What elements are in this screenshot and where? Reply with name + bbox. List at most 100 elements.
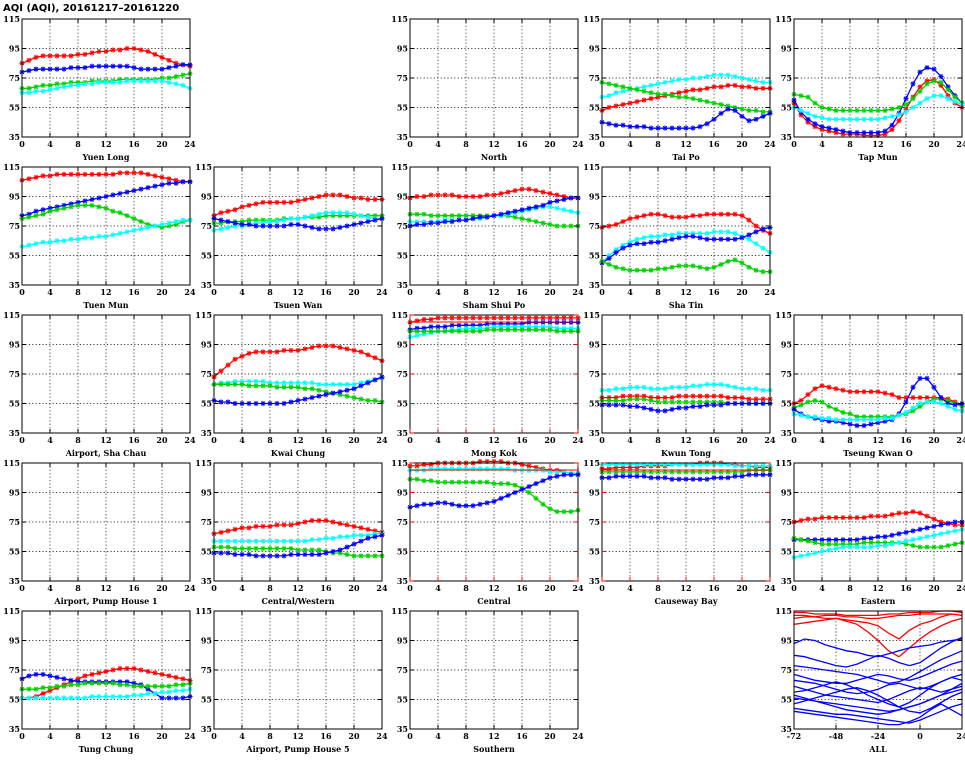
data-point-blue — [655, 475, 661, 481]
data-point-cyan — [337, 210, 343, 216]
data-point-green — [540, 220, 546, 226]
data-point-red — [620, 101, 626, 108]
y-tick-label: 55 — [201, 399, 212, 409]
x-tick-label: 16 — [320, 583, 332, 593]
data-point-blue — [47, 205, 53, 211]
data-point-green — [239, 545, 245, 552]
data-point-blue — [613, 473, 619, 479]
x-tick-label: 8 — [655, 139, 661, 149]
data-point-green — [620, 469, 626, 475]
data-point-red — [26, 57, 32, 63]
data-point-blue — [40, 671, 46, 678]
data-point-blue — [61, 202, 67, 208]
data-point-blue — [316, 551, 322, 558]
data-point-blue — [288, 399, 294, 405]
x-tick-label: 12 — [488, 583, 499, 593]
data-point-blue — [725, 400, 731, 407]
data-point-cyan — [931, 93, 937, 99]
data-point-red — [316, 193, 322, 200]
data-point-red — [711, 84, 717, 90]
series-line-blue — [793, 682, 963, 715]
data-point-cyan — [61, 238, 67, 244]
data-point-cyan — [753, 241, 759, 247]
data-point-red — [903, 106, 909, 112]
panel-title: Causeway Bay — [654, 596, 717, 606]
y-tick-label: 35 — [589, 280, 600, 290]
data-point-blue — [739, 400, 745, 407]
data-point-green — [568, 223, 574, 229]
data-point-red — [753, 85, 759, 91]
x-tick-label: 16 — [320, 287, 332, 297]
data-point-red — [225, 528, 231, 534]
data-point-cyan — [253, 378, 259, 384]
data-point-blue — [344, 544, 350, 550]
y-tick-label: 55 — [781, 103, 792, 113]
data-point-green — [351, 553, 357, 559]
data-point-green — [669, 93, 675, 99]
data-point-blue — [952, 519, 958, 525]
data-point-green — [526, 327, 532, 333]
data-point-blue — [309, 224, 315, 231]
data-point-red — [533, 464, 539, 471]
data-point-cyan — [267, 218, 273, 225]
data-point-green — [826, 541, 832, 547]
series-line-blue — [793, 687, 963, 714]
data-point-green — [456, 479, 462, 485]
data-point-red — [239, 353, 245, 359]
data-point-cyan — [760, 387, 766, 393]
data-point-green — [288, 545, 294, 552]
data-point-green — [414, 328, 420, 334]
data-point-red — [89, 50, 95, 56]
data-point-blue — [526, 484, 532, 490]
data-point-blue — [669, 236, 675, 242]
data-point-red — [606, 223, 612, 229]
data-point-green — [938, 544, 944, 550]
data-point-green — [819, 399, 825, 405]
data-point-cyan — [931, 532, 937, 538]
data-point-blue — [152, 183, 158, 189]
data-point-green — [75, 202, 81, 208]
data-point-red — [274, 522, 280, 528]
data-point-green — [613, 82, 619, 88]
data-point-blue — [704, 476, 710, 482]
data-point-red — [414, 193, 420, 200]
data-point-red — [753, 223, 759, 229]
data-point-red — [676, 214, 682, 220]
data-point-red — [358, 195, 364, 201]
data-point-cyan — [512, 324, 518, 330]
data-point-blue — [739, 473, 745, 479]
data-point-cyan — [246, 538, 252, 544]
data-point-red — [812, 386, 818, 392]
data-point-blue — [260, 553, 266, 559]
data-point-green — [613, 397, 619, 404]
data-point-blue — [68, 677, 74, 683]
data-point-cyan — [152, 691, 158, 697]
y-tick-label: 115 — [3, 162, 20, 172]
data-point-green — [554, 509, 560, 515]
data-point-green — [812, 540, 818, 546]
data-point-blue — [435, 220, 441, 226]
data-point-cyan — [613, 247, 619, 253]
data-point-cyan — [917, 535, 923, 541]
data-point-cyan — [344, 210, 350, 216]
data-point-blue — [547, 475, 553, 481]
y-tick-label: 35 — [201, 576, 212, 586]
data-point-blue — [260, 400, 266, 407]
data-point-red — [861, 514, 867, 521]
data-point-blue — [498, 211, 504, 217]
data-point-blue — [662, 238, 668, 244]
x-tick-label: 4 — [47, 435, 53, 445]
data-point-red — [704, 393, 710, 399]
data-point-red — [491, 192, 497, 198]
x-tick-label: 20 — [736, 583, 748, 593]
x-tick-label: 12 — [100, 287, 111, 297]
data-point-cyan — [295, 380, 301, 386]
x-tick-label: 12 — [872, 435, 883, 445]
data-point-red — [746, 396, 752, 402]
data-point-green — [260, 217, 266, 223]
data-point-blue — [676, 235, 682, 241]
data-point-cyan — [896, 412, 902, 418]
data-point-blue — [655, 408, 661, 414]
data-point-cyan — [274, 380, 280, 386]
data-point-blue — [96, 63, 102, 69]
